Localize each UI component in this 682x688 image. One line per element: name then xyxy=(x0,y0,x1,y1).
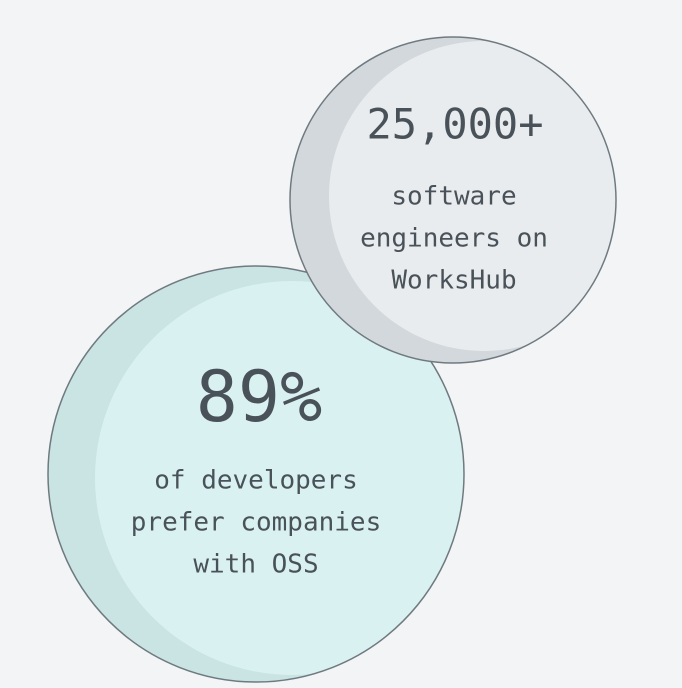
stat-description: software xyxy=(391,182,516,212)
bubble-fill xyxy=(95,281,464,675)
stat-description: WorksHub xyxy=(391,266,516,296)
stat-description: with OSS xyxy=(193,550,318,580)
bubble-outline xyxy=(47,265,465,683)
bubble-fill xyxy=(329,41,616,351)
stat-bubble-large: 89% of developers prefer companies with … xyxy=(47,265,465,683)
stat-description: of developers xyxy=(154,466,358,496)
stat-description: engineers on xyxy=(360,224,548,254)
stat-value: 25,000+ xyxy=(366,100,543,149)
stat-value: 89% xyxy=(196,356,322,438)
stat-description: prefer companies xyxy=(131,508,381,538)
bubble-outline xyxy=(289,36,617,364)
stat-bubble-small: 25,000+ software engineers on WorksHub xyxy=(289,36,617,364)
